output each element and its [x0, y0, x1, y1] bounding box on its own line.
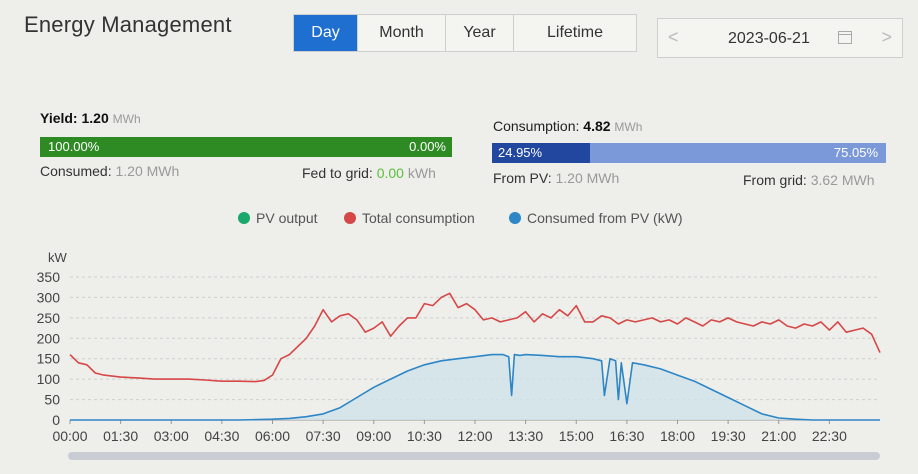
- series-line-1: [69, 292, 881, 383]
- period-tabs: Day Month Year Lifetime: [293, 14, 637, 52]
- series-area-consumed-from-pv: [70, 354, 880, 420]
- legend-pv-output[interactable]: PV output: [238, 210, 318, 226]
- consumption-bar-grid-fill: [590, 143, 886, 163]
- legend-total-consumption[interactable]: Total consumption: [344, 210, 475, 226]
- x-tick-0: 00:00: [52, 428, 87, 444]
- from-grid-row: From grid: 3.62 MWh: [743, 172, 875, 188]
- yield-label: Yield:: [40, 110, 78, 126]
- y-tick-300: 300: [37, 289, 61, 305]
- consumed-row: Consumed: 1.20 MWh: [40, 163, 179, 179]
- x-tick-3: 04:30: [204, 428, 239, 444]
- y-tick-100: 100: [37, 371, 61, 387]
- legend-dot-consumed-from-pv: [509, 212, 521, 224]
- consumed-unit: MWh: [146, 163, 180, 179]
- x-tick-8: 12:00: [457, 428, 492, 444]
- consumption-label: Consumption:: [493, 118, 580, 134]
- consumed-value: 1.20: [115, 163, 143, 179]
- yield-unit: MWh: [112, 112, 141, 126]
- chevron-right-icon[interactable]: >: [881, 27, 892, 47]
- legend-dot-pv-output: [238, 212, 250, 224]
- x-tick-13: 19:30: [711, 428, 746, 444]
- from-pv-value: 1.20: [555, 170, 583, 186]
- x-tick-7: 10:30: [407, 428, 442, 444]
- legend-label-consumed-from-pv: Consumed from PV (kW): [527, 210, 683, 226]
- yield-bar-fill: [40, 137, 452, 157]
- x-tick-15: 22:30: [812, 428, 847, 444]
- chart-scrollbar[interactable]: [68, 452, 880, 460]
- from-pv-label: From PV:: [493, 170, 552, 186]
- consumption-label-row: Consumption: 4.82 MWh: [493, 118, 642, 134]
- consumption-bar-pv-fill: [492, 143, 591, 163]
- x-tick-5: 07:30: [306, 428, 341, 444]
- consumed-label: Consumed:: [40, 163, 112, 179]
- x-tick-4: 06:00: [255, 428, 290, 444]
- yield-bar-right-text: 0.00%: [409, 139, 446, 154]
- legend-dot-total-consumption: [344, 212, 356, 224]
- from-pv-row: From PV: 1.20 MWh: [493, 170, 619, 186]
- yield-value: 1.20: [81, 110, 109, 126]
- y-tick-200: 200: [37, 330, 61, 346]
- tab-day[interactable]: Day: [294, 15, 358, 51]
- y-tick-250: 250: [37, 310, 61, 326]
- legend-consumed-from-pv[interactable]: Consumed from PV (kW): [509, 210, 683, 226]
- consumption-bar-left-text: 24.95%: [498, 145, 543, 160]
- series-line-2: [70, 353, 880, 421]
- x-tick-6: 09:00: [356, 428, 391, 444]
- x-tick-10: 15:00: [559, 428, 594, 444]
- fed-unit: kWh: [407, 165, 436, 181]
- y-tick-350: 350: [37, 269, 61, 285]
- yield-label-row: Yield: 1.20 MWh: [40, 110, 141, 126]
- x-tick-14: 21:00: [761, 428, 796, 444]
- tab-lifetime[interactable]: Lifetime: [546, 24, 604, 41]
- x-tick-11: 16:30: [609, 428, 644, 444]
- fed-row: Fed to grid: 0.00 kWh: [302, 165, 436, 181]
- yield-bar: 100.00% 0.00%: [40, 137, 452, 157]
- x-tick-12: 18:00: [660, 428, 695, 444]
- tab-month[interactable]: Month: [358, 15, 446, 51]
- calendar-icon[interactable]: [838, 31, 852, 44]
- y-axis-label: kW: [48, 250, 68, 265]
- consumption-unit: MWh: [614, 120, 643, 134]
- fed-label: Fed to grid:: [302, 165, 373, 181]
- legend-label-pv-output: PV output: [256, 210, 318, 226]
- consumption-bar-right-text: 75.05%: [833, 145, 878, 160]
- chevron-left-icon[interactable]: <: [668, 27, 679, 47]
- from-grid-unit: MWh: [841, 172, 875, 188]
- chart-legend: PV output Total consumption Consumed fro…: [0, 210, 918, 230]
- y-tick-150: 150: [37, 351, 61, 367]
- y-tick-0: 0: [52, 412, 60, 428]
- from-grid-label: From grid:: [743, 172, 807, 188]
- fed-value: 0.00: [376, 165, 404, 181]
- x-tick-9: 13:30: [508, 428, 543, 444]
- page-title: Energy Management: [24, 12, 232, 37]
- consumption-bar: 24.95% 75.05%: [492, 143, 886, 163]
- date-picker: < 2023-06-21 >: [657, 18, 903, 58]
- x-tick-2: 03:00: [154, 428, 189, 444]
- y-tick-50: 50: [44, 392, 60, 408]
- from-grid-value: 3.62: [810, 172, 838, 188]
- tab-year[interactable]: Year: [446, 15, 514, 51]
- from-pv-unit: MWh: [586, 170, 620, 186]
- x-tick-1: 01:30: [103, 428, 138, 444]
- legend-label-total-consumption: Total consumption: [362, 210, 475, 226]
- consumption-value: 4.82: [583, 118, 611, 134]
- yield-bar-left-text: 100.00%: [48, 139, 100, 154]
- date-value[interactable]: 2023-06-21: [728, 30, 810, 47]
